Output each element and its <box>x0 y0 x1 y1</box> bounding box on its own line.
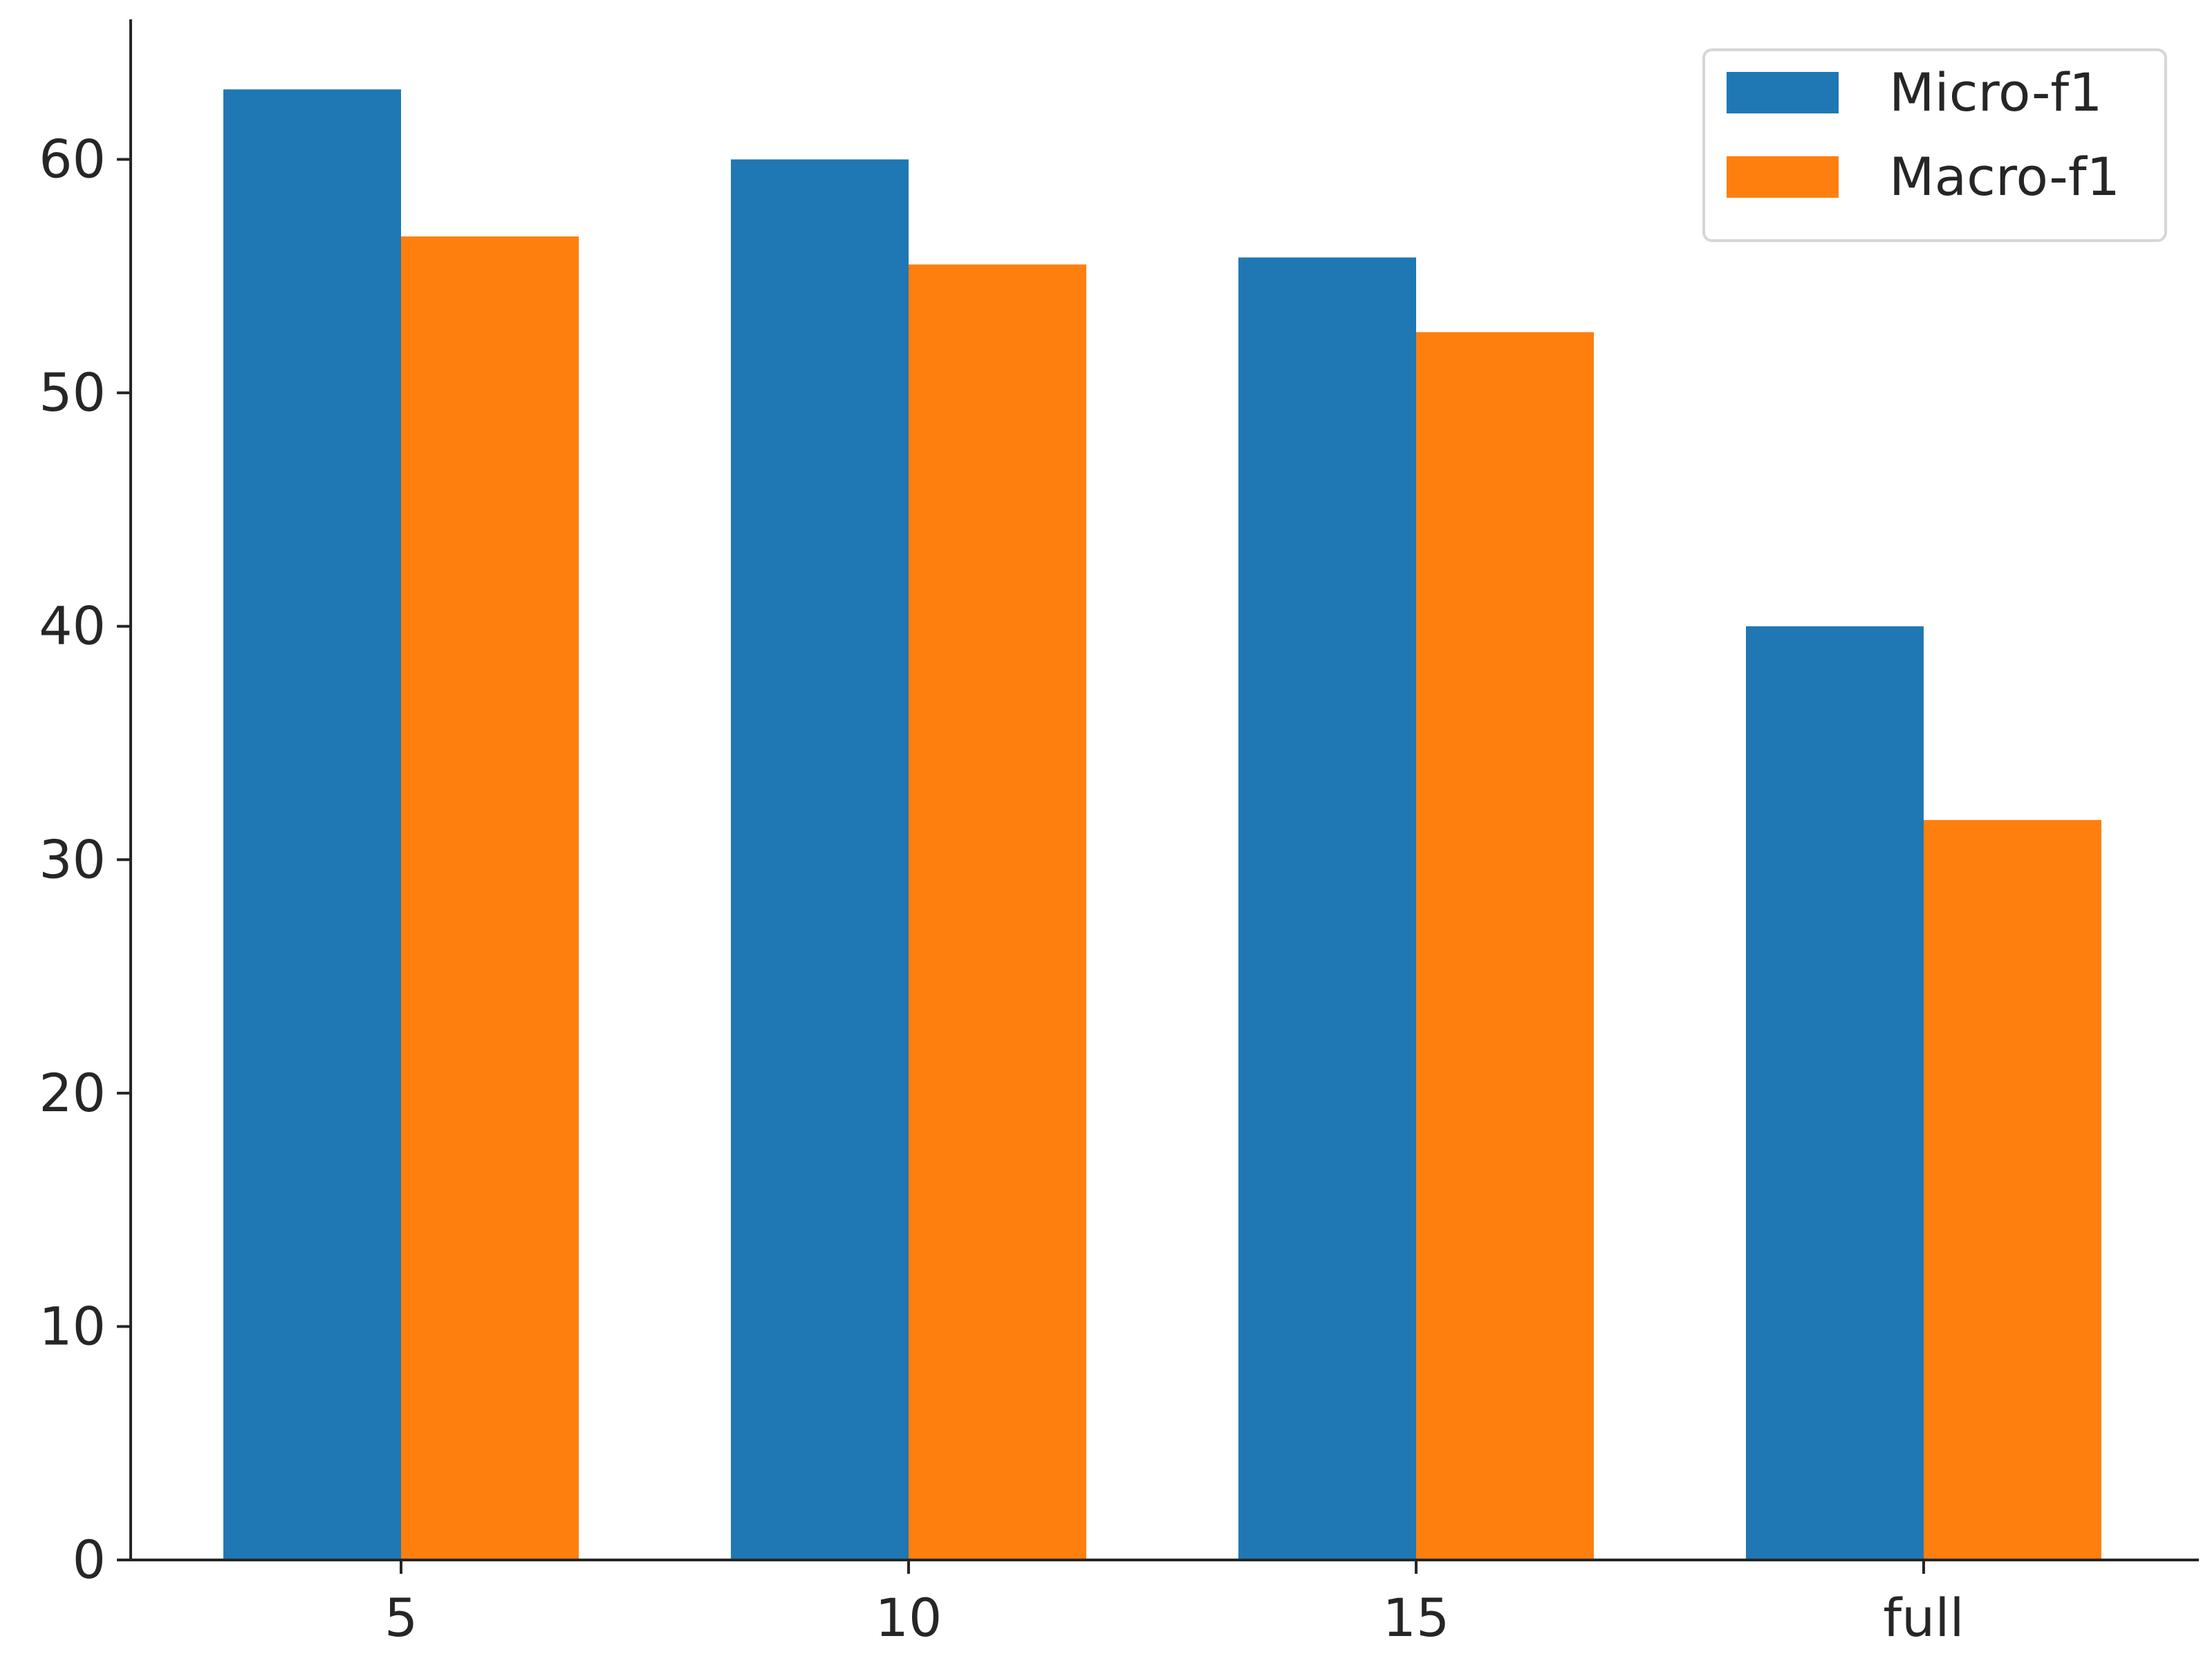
legend-swatch-macro-f1 <box>1727 156 1839 198</box>
y-tick-label: 10 <box>39 1295 106 1357</box>
x-tick-label-10: 10 <box>875 1587 942 1648</box>
legend-swatch-micro-f1 <box>1727 72 1839 113</box>
axes-layer: 0 10 20 30 40 50 60 5 10 15 full <box>39 19 2199 1648</box>
x-tick-label-5: 5 <box>384 1587 418 1648</box>
y-tick-label: 30 <box>39 828 106 890</box>
y-tick-label: 50 <box>39 362 106 423</box>
y-tick-label: 20 <box>39 1062 106 1124</box>
y-tick-label: 40 <box>39 595 106 657</box>
bar-micro-f1-5 <box>223 89 401 1561</box>
bar-macro-f1-full <box>1924 819 2101 1560</box>
legend-label-micro-f1: Micro-f1 <box>1889 62 2103 123</box>
bar-macro-f1-15 <box>1416 332 1594 1560</box>
x-tick-label-15: 15 <box>1383 1587 1450 1648</box>
bar-micro-f1-15 <box>1238 257 1416 1560</box>
bar-micro-f1-10 <box>731 159 909 1561</box>
bar-macro-f1-5 <box>401 236 579 1561</box>
bar-macro-f1-10 <box>909 264 1086 1560</box>
legend-label-macro-f1: Macro-f1 <box>1889 146 2120 207</box>
x-tick-label-full: full <box>1883 1587 1964 1648</box>
bar-micro-f1-full <box>1746 626 1924 1560</box>
y-tick-label: 60 <box>39 129 106 190</box>
y-tick-label: 0 <box>73 1529 106 1590</box>
bars-layer <box>223 89 2101 1561</box>
legend: Micro-f1 Macro-f1 <box>1702 48 2167 242</box>
